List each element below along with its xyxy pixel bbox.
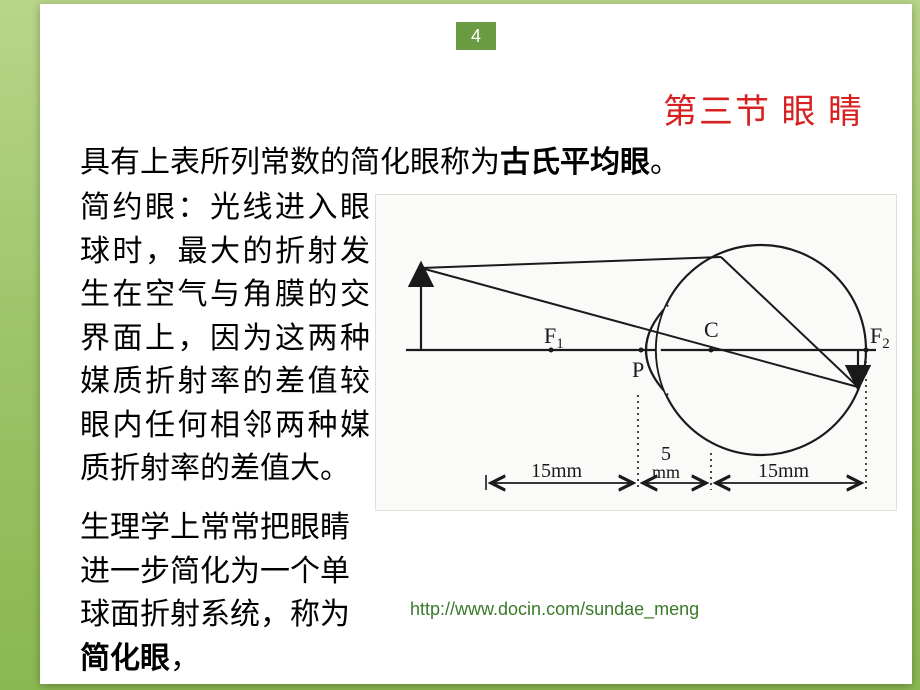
eye-diagram: F1 P C F2 15mm 5 mm 15mm (375, 194, 897, 511)
point-F2 (864, 348, 869, 353)
label-F2: F2 (870, 323, 890, 352)
label-P: P (632, 357, 644, 382)
point-C (709, 348, 714, 353)
slide-background: 4 第三节 眼 睛 具有上表所列常数的简化眼称为古氏平均眼。 简约眼：光线进入眼… (0, 0, 920, 690)
paragraph-simplified-eye: 简约眼：光线进入眼球时，最大的折射发生在空气与角膜的交界面上，因为这两种媒质折射… (80, 186, 370, 491)
ray-top-incident (421, 257, 721, 268)
intro-prefix: 具有上表所列常数的简化眼称为 (80, 146, 500, 179)
page-number: 4 (471, 26, 481, 46)
page-number-badge: 4 (456, 22, 496, 50)
intro-bold-term: 古氏平均眼 (500, 146, 650, 179)
intro-line: 具有上表所列常数的简化眼称为古氏平均眼。 (80, 142, 864, 184)
dim-right-label: 15mm (758, 460, 810, 482)
point-P (639, 348, 644, 353)
section-title: 第三节 眼 睛 (663, 84, 864, 133)
dim-mid-bot: mm (652, 462, 680, 482)
intro-suffix: 。 (650, 146, 680, 179)
dim-left-label: 15mm (531, 460, 583, 482)
reduced-eye-bold: 简化眼 (80, 642, 170, 675)
paragraph-reduced-eye: 生理学上常常把眼睛进一步简化为一个单球面折射系统，称为简化眼， (80, 506, 370, 680)
slide: 4 第三节 眼 睛 具有上表所列常数的简化眼称为古氏平均眼。 简约眼：光线进入眼… (40, 4, 912, 684)
label-F1: F1 (544, 323, 564, 352)
label-C: C (704, 317, 719, 342)
watermark-url: http://www.docin.com/sundae_meng (410, 599, 699, 620)
point-F1 (549, 348, 554, 353)
reduced-eye-suffix: ， (170, 642, 200, 675)
reduced-eye-prefix: 生理学上常常把眼睛进一步简化为一个单球面折射系统，称为 (80, 511, 350, 631)
